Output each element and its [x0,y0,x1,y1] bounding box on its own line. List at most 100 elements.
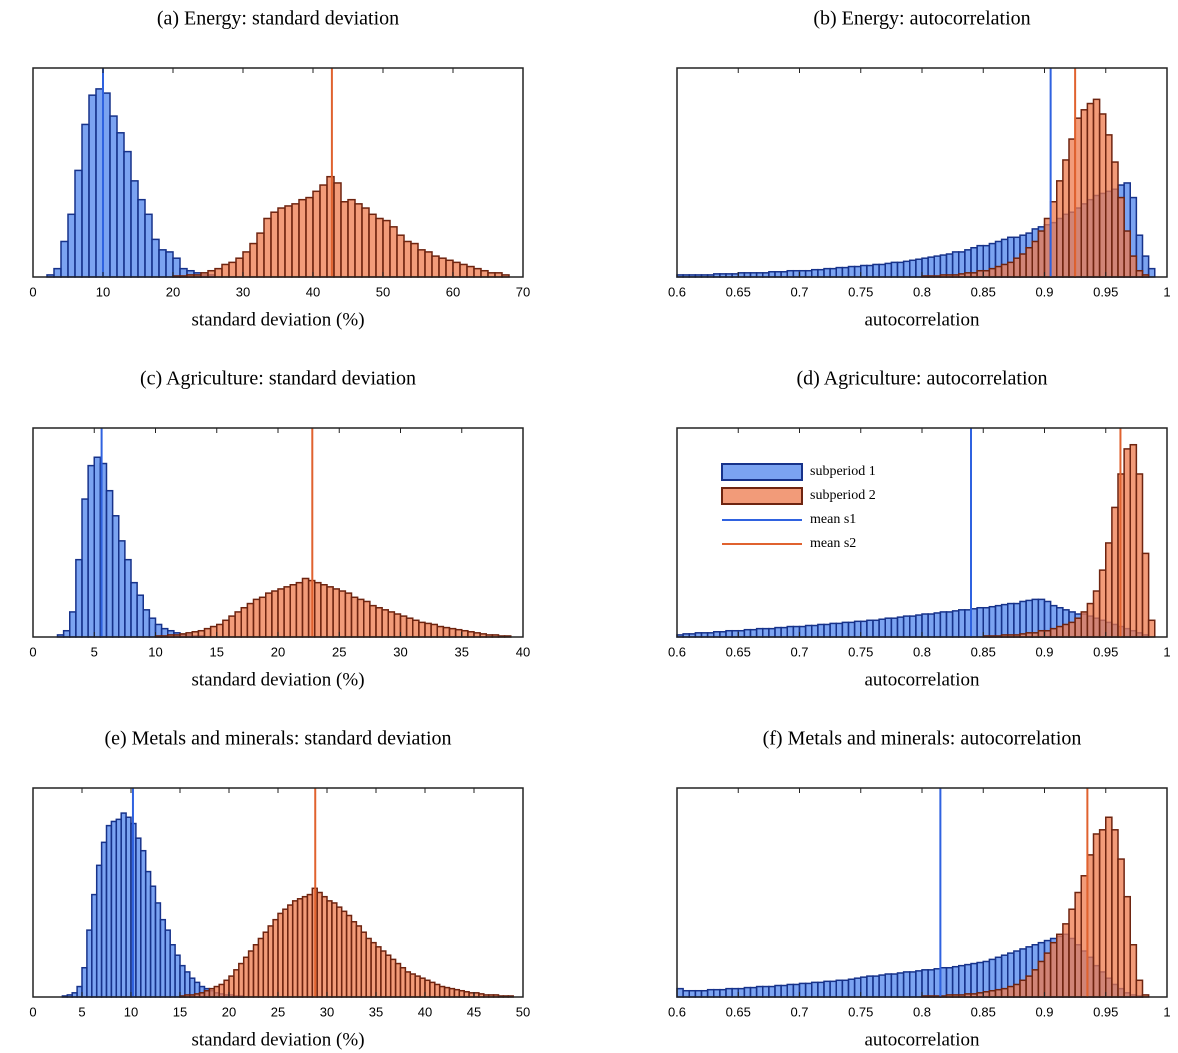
histogram-bar [95,88,104,278]
histogram-bar [866,975,874,998]
histogram-bar [890,617,899,638]
histogram-bar [1007,602,1015,638]
x-tick-label: 40 [516,644,530,659]
histogram-bar [1092,98,1101,278]
histogram-bar [214,267,223,278]
histogram-bar [829,622,837,638]
histogram-bar [841,266,850,278]
histogram-bar [1025,975,1033,998]
histogram-bar [896,261,905,278]
x-tick-label: 0.75 [848,644,873,659]
histogram-bar [713,988,721,998]
histogram-bar [872,619,880,638]
histogram-bar [921,613,929,638]
histogram-bar [902,260,911,278]
histogram-bar [823,980,831,998]
histogram-bar [332,588,340,638]
histogram-bar [326,586,334,638]
legend-patch [721,463,803,481]
x-tick-label: 0.8 [913,644,931,659]
histogram-bar [743,986,752,998]
histogram-bar [438,257,447,278]
panel-title: (f) Metals and minerals: autocorrelation [763,728,1082,750]
histogram-bar [1123,895,1131,998]
x-tick-label: 60 [446,284,460,299]
histogram-bar [350,596,359,638]
histogram-bar [249,242,258,278]
histogram-bar [1000,987,1009,998]
histogram-bar [878,263,886,278]
histogram-bar [1068,908,1076,998]
histogram-bar [829,267,837,278]
x-tick-label: 0.8 [913,284,931,299]
histogram-bar [256,232,265,278]
x-tick-label: 0 [29,1004,36,1019]
panel-title: (c) Agriculture: standard deviation [140,368,416,390]
histogram-bar [375,217,384,278]
histogram-bar [774,984,782,998]
x-tick-label: 0 [29,284,36,299]
histogram-bar [235,257,244,278]
histogram-bar [1080,109,1089,278]
histogram-bar [878,974,886,998]
histogram-bar [1092,833,1101,998]
histogram-bar [1013,257,1021,278]
histogram-bar [393,613,402,638]
x-tick-label: 30 [393,644,407,659]
histogram-bar [768,271,776,278]
x-tick-label: 20 [222,1004,236,1019]
histogram-bar [1025,599,1033,638]
histogram-bar [111,515,120,638]
axes-box [32,67,524,278]
histogram-bar [780,626,788,638]
histogram-bar [1086,102,1095,278]
histogram-bar [389,226,398,278]
histogram-bar [1135,473,1144,638]
histogram-bar [319,184,328,278]
histogram-bar [945,253,954,278]
histogram-bar [381,609,389,638]
histogram-bar [835,622,844,638]
x-tick-label: 0.7 [790,1004,808,1019]
histogram-bar [1086,602,1095,638]
histogram-bar [154,623,163,638]
histogram-bar [333,182,342,278]
histogram-bar [1123,230,1131,278]
histogram-bar [67,213,76,278]
histogram-bar [418,621,426,638]
x-tick-label: 0.85 [971,1004,996,1019]
x-tick-label: 25 [332,644,346,659]
histogram-bar [430,623,438,638]
histogram-bar [1080,611,1089,638]
x-tick-label: 0 [29,644,36,659]
x-tick-label: 0.95 [1093,284,1118,299]
histogram-bar [817,623,825,638]
histogram-bar [860,976,868,998]
histogram-bar [860,264,868,278]
histogram-bar [137,198,146,278]
histogram-bar [1092,590,1101,638]
x-tick-label: 50 [376,284,390,299]
histogram-bar [467,631,475,638]
histogram-bar [454,628,463,638]
histogram-bar [884,973,893,998]
histogram-bar [1025,246,1033,278]
histogram-bar [915,614,923,638]
histogram-bar [853,977,862,998]
histogram-bar [1111,506,1119,638]
histogram-bar [1062,623,1070,638]
histogram-bar [792,625,801,638]
histogram-bar [283,586,291,638]
histogram-bar [165,251,174,278]
histogram-bar [405,617,414,638]
histogram-bar [1098,113,1107,278]
histogram-bar [725,629,733,638]
histogram-bar [841,621,850,638]
histogram-bar [1135,269,1144,278]
histogram-bar [878,618,886,638]
histogram-bar [884,617,893,638]
panel-title: (a) Energy: standard deviation [157,8,399,30]
histogram-bar [939,254,948,278]
histogram-bar [69,611,77,638]
histogram-bar [817,268,825,278]
